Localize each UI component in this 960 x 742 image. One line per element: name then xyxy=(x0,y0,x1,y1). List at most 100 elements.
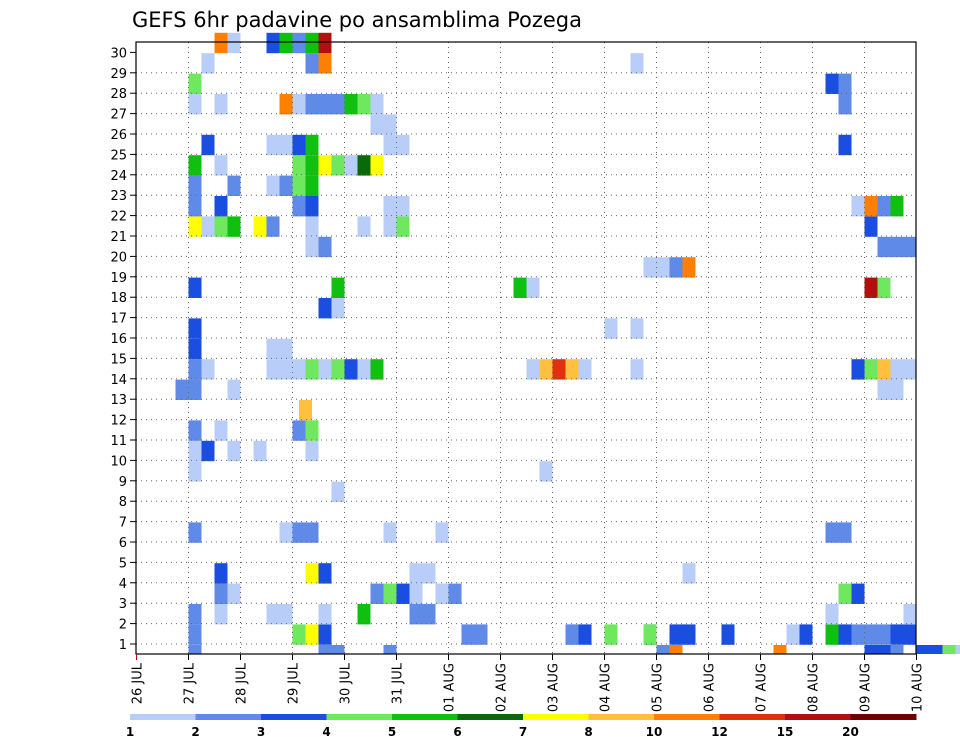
precip-cell xyxy=(201,440,215,462)
precip-cell xyxy=(565,624,579,645)
precip-cell xyxy=(305,94,319,115)
precip-cell xyxy=(838,583,852,604)
y-tick-label: 30 xyxy=(110,46,127,61)
precip-cell xyxy=(266,338,280,360)
colorbar-label: 8 xyxy=(584,725,592,739)
precip-cell xyxy=(422,563,436,584)
x-tick-label: 01 AUG xyxy=(443,663,458,712)
precip-cell xyxy=(474,624,488,645)
precip-cell xyxy=(864,645,878,654)
precip-cell xyxy=(903,359,917,380)
precip-cell xyxy=(188,624,202,645)
precip-cell xyxy=(942,645,956,654)
precip-cell xyxy=(279,32,293,54)
y-tick-label: 19 xyxy=(110,271,127,286)
y-tick-label: 3 xyxy=(119,597,127,612)
precip-cell xyxy=(318,236,332,258)
precip-cell xyxy=(266,359,280,380)
precip-cell xyxy=(331,298,345,319)
precip-cell xyxy=(682,257,696,278)
precip-cell xyxy=(357,604,371,625)
precip-cell xyxy=(825,522,839,543)
precip-cell xyxy=(643,257,657,278)
precip-cell xyxy=(227,440,241,462)
precip-cell xyxy=(630,318,644,339)
precip-cell xyxy=(643,624,657,645)
precip-cell xyxy=(838,94,852,115)
colorbar-label: 1 xyxy=(126,725,134,739)
y-tick-label: 18 xyxy=(110,291,127,306)
precip-cell xyxy=(318,155,332,176)
precip-cell xyxy=(838,73,852,94)
precip-cell xyxy=(955,645,960,654)
x-tick-label: 30 JUL xyxy=(339,662,354,704)
precip-cell xyxy=(292,624,306,645)
x-tick-label: 09 AUG xyxy=(859,663,874,712)
plot-frame xyxy=(135,41,917,655)
precip-cell xyxy=(318,298,332,319)
precip-cell xyxy=(279,604,293,625)
precip-cell xyxy=(318,359,332,380)
precip-cell xyxy=(656,645,670,654)
precip-cell xyxy=(292,32,306,54)
precipitation-cells xyxy=(175,32,960,654)
precip-cell xyxy=(448,583,462,604)
precip-cell xyxy=(604,318,618,339)
precip-cell xyxy=(682,624,696,645)
colorbar-label: 10 xyxy=(646,725,663,739)
precip-cell xyxy=(890,236,904,258)
precip-cell xyxy=(825,624,839,645)
precip-cell xyxy=(318,604,332,625)
colorbar-swatch xyxy=(654,714,720,720)
precip-cell xyxy=(188,420,202,441)
precip-cell xyxy=(227,216,241,237)
y-tick-label: 8 xyxy=(119,495,127,510)
precip-cell xyxy=(435,583,449,604)
precip-cell xyxy=(331,481,345,502)
y-tick-label: 9 xyxy=(119,475,127,490)
y-tick-label: 28 xyxy=(110,87,127,102)
precip-cell xyxy=(903,236,917,258)
precip-cell xyxy=(357,94,371,115)
precip-cell xyxy=(214,563,228,584)
precip-cell xyxy=(318,53,332,74)
precip-cell xyxy=(279,522,293,543)
precip-cell xyxy=(266,134,280,156)
precip-cell xyxy=(305,196,319,217)
precip-cell xyxy=(877,359,891,380)
precip-cell xyxy=(370,94,384,115)
colorbar-label: 12 xyxy=(711,725,728,739)
precip-cell xyxy=(669,645,683,654)
precip-cell xyxy=(838,624,852,645)
precip-cell xyxy=(357,216,371,237)
precip-cell xyxy=(409,563,423,584)
precip-cell xyxy=(279,359,293,380)
precip-cell xyxy=(188,359,202,380)
precip-cell xyxy=(214,420,228,441)
precip-cell xyxy=(916,645,930,654)
precip-cell xyxy=(292,522,306,543)
precip-cell xyxy=(370,155,384,176)
y-tick-label: 26 xyxy=(110,128,127,143)
x-axis: 26 JUL 27 JUL 28 JUL 29 JUL 30 JUL 31 JUL 01 A… xyxy=(131,654,926,712)
precip-cell xyxy=(539,461,553,482)
x-tick-label: 28 JUL xyxy=(235,662,250,704)
precip-cell xyxy=(682,563,696,584)
precip-cell xyxy=(370,583,384,604)
precip-cell xyxy=(305,420,319,441)
chart-grid xyxy=(136,42,916,654)
precip-cell xyxy=(175,379,189,400)
precip-cell xyxy=(357,155,371,176)
colorbar-swatch xyxy=(392,714,458,720)
precip-cell xyxy=(305,134,319,156)
precip-cell xyxy=(331,359,345,380)
precip-cell xyxy=(383,196,397,217)
colorbar-swatch xyxy=(130,714,196,720)
precip-cell xyxy=(864,216,878,237)
y-tick-label: 29 xyxy=(110,67,127,82)
precip-cell xyxy=(305,32,319,54)
x-tick-label: 31 JUL xyxy=(391,662,406,704)
precip-cell xyxy=(214,604,228,625)
precip-cell xyxy=(890,645,904,654)
